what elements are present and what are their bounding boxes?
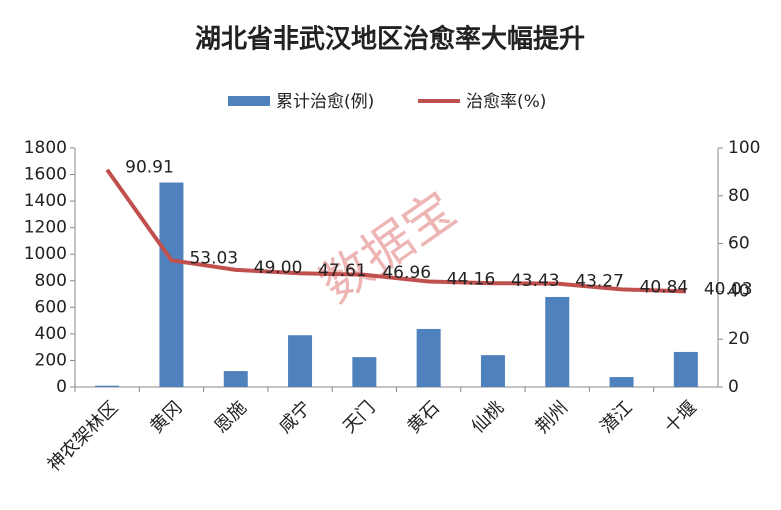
x-tick-label: 十堰 — [661, 397, 701, 437]
y-tick-label: 1800 — [24, 138, 67, 158]
bar — [609, 377, 634, 387]
legend-swatch — [228, 96, 270, 106]
data-label: 49.00 — [254, 258, 303, 278]
data-label: 53.03 — [189, 248, 238, 268]
x-tick-label: 咸宁 — [275, 397, 315, 437]
x-tick-label: 荆州 — [532, 397, 572, 437]
x-tick-label: 天门 — [339, 397, 379, 437]
y2-tick-label: 20 — [728, 329, 750, 349]
data-label: 44.16 — [447, 269, 496, 289]
y-tick-label: 1000 — [24, 244, 67, 264]
y-tick-label: 400 — [35, 324, 67, 344]
x-tick-label: 黄冈 — [146, 397, 186, 437]
y-tick-label: 1600 — [24, 165, 67, 185]
y2-tick-label: 0 — [728, 377, 739, 397]
bar — [159, 182, 184, 387]
legend-label: 累计治愈(例) — [276, 92, 374, 112]
data-label: 47.61 — [318, 261, 367, 281]
x-tick-label: 黄石 — [403, 397, 443, 437]
y2-tick-label: 40 — [728, 281, 750, 301]
bar — [480, 355, 505, 387]
y-tick-label: 600 — [35, 297, 67, 317]
y2-tick-label: 80 — [728, 186, 750, 206]
bar — [95, 385, 120, 387]
y-tick-label: 0 — [56, 377, 67, 397]
x-tick-label: 潜江 — [596, 397, 636, 437]
data-label: 40.03 — [704, 279, 753, 299]
x-tick-label: 神农架林区 — [44, 397, 122, 475]
chart-title: 湖北省非武汉地区治愈率大幅提升 — [195, 24, 585, 55]
y-tick-label: 200 — [35, 350, 67, 370]
data-label: 40.84 — [640, 277, 689, 297]
bar — [416, 328, 441, 387]
data-label: 46.96 — [382, 263, 431, 283]
data-label: 43.43 — [511, 271, 560, 291]
bar — [545, 296, 570, 387]
bar — [223, 371, 248, 387]
legend-label: 治愈率(%) — [466, 92, 546, 112]
x-tick-label: 恩施 — [211, 397, 251, 437]
line — [105, 168, 686, 294]
data-label: 43.27 — [575, 272, 624, 292]
x-tick-label: 仙桃 — [468, 397, 508, 437]
y2-tick-label: 100 — [728, 138, 760, 158]
bar — [673, 351, 698, 387]
y2-tick-label: 60 — [728, 234, 750, 254]
watermark: 数据宝 — [310, 180, 466, 314]
bar — [288, 335, 313, 387]
data-label: 90.91 — [125, 158, 174, 178]
y-tick-label: 1200 — [24, 218, 67, 238]
bar — [352, 357, 377, 387]
y-tick-label: 1400 — [24, 191, 67, 211]
y-tick-label: 800 — [35, 271, 67, 291]
